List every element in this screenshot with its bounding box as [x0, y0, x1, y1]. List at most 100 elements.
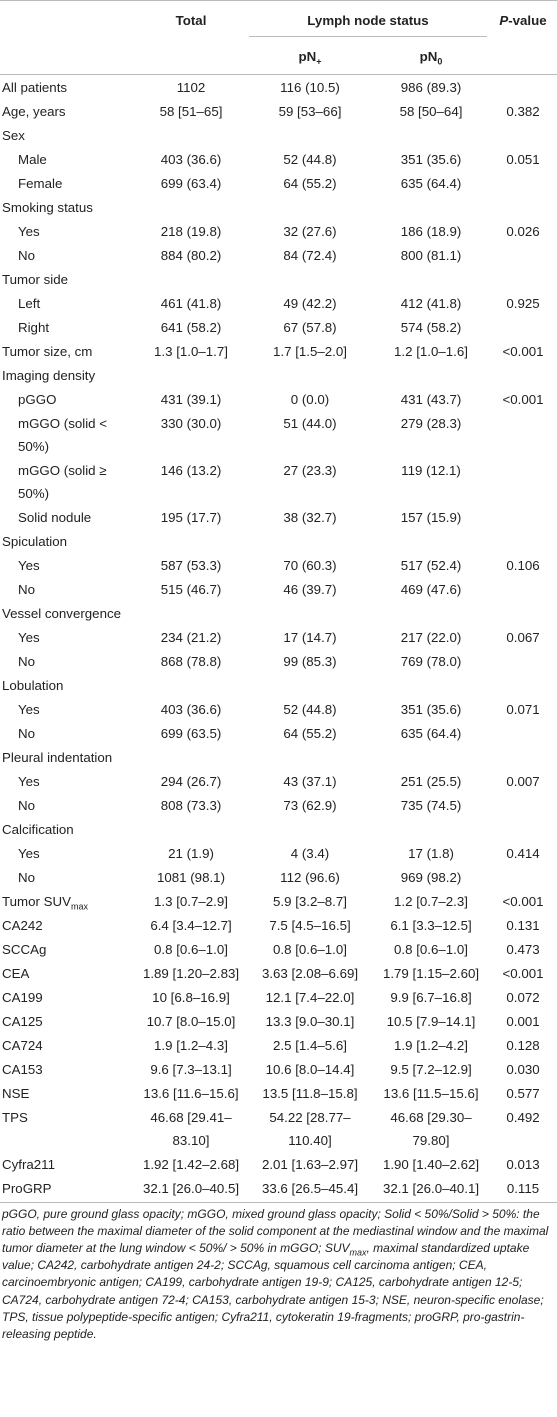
p-value: 0.414 — [506, 845, 540, 861]
p-value — [489, 745, 557, 769]
subscript: max — [349, 1247, 367, 1258]
row-label: Yes — [18, 629, 40, 645]
cell: 1.9 [1.2–4.2] — [394, 1037, 468, 1053]
cell: 1.2 [0.7–2.3] — [394, 893, 468, 909]
cell: 33.6 [26.5–45.4] — [261, 1180, 359, 1196]
table-row: Calcification — [0, 817, 557, 841]
cell: 735 (74.5) — [400, 797, 462, 813]
header-cell: Lymph node status — [247, 1, 489, 42]
table-row: No 808 (73.3) 73 (62.9) 735 (74.5) — [0, 793, 557, 817]
p-value: <0.001 — [502, 965, 544, 981]
table-row: CA153 9.6 [7.3–13.1] 10.6 [8.0–14.4] 9.5 [7… — [0, 1057, 557, 1081]
cell: 58 [51–65] — [159, 103, 223, 119]
cell — [135, 267, 247, 291]
row-label: Right — [18, 319, 50, 335]
table-row: Solid nodule 195 (17.7) 38 (32.7) 157 (15.9… — [0, 505, 557, 529]
cell: 1.2 [1.0–1.6] — [394, 343, 468, 359]
p-value: 0.067 — [506, 629, 540, 645]
cell: 73 (62.9) — [283, 797, 337, 813]
cell: 769 (78.0) — [400, 653, 462, 669]
p-value — [489, 793, 557, 817]
row-label: No — [18, 653, 35, 669]
cell: 587 (53.3) — [160, 557, 222, 573]
p-value: <0.001 — [502, 343, 544, 359]
cell: 49 (42.2) — [283, 295, 337, 311]
row-label: No — [18, 581, 35, 597]
cell: 1.92 [1.42–2.68] — [142, 1156, 240, 1172]
table-row: ProGRP 32.1 [26.0–40.5] 33.6 [26.5–45.4] 32… — [0, 1176, 557, 1202]
cell — [135, 529, 247, 553]
row-label: Solid nodule — [18, 509, 92, 525]
cell: 699 (63.5) — [160, 725, 222, 741]
p-value: 0.577 — [506, 1085, 540, 1101]
p-value: 0.013 — [506, 1156, 540, 1172]
row-label: Tumor side — [2, 271, 69, 287]
p-value: 0.473 — [506, 941, 540, 957]
cell — [135, 123, 247, 147]
cell: 13.5 [11.8–15.8] — [262, 1085, 358, 1101]
row-label: Female — [18, 175, 63, 191]
cell: 6.1 [3.3–12.5] — [390, 917, 472, 933]
cell — [373, 123, 489, 147]
row-label: No — [18, 797, 35, 813]
cell — [135, 673, 247, 697]
cell: 0 (0.0) — [290, 391, 330, 407]
cell: 251 (25.5) — [400, 773, 462, 789]
row-label: TPS — [2, 1109, 28, 1125]
table-row: CA242 6.4 [3.4–12.7] 7.5 [4.5–16.5] 6.1 [3.… — [0, 913, 557, 937]
table-row: Yes 234 (21.2) 17 (14.7) 217 (22.0) 0.067 — [0, 625, 557, 649]
cell: 2.5 [1.4–5.6] — [273, 1037, 347, 1053]
cell: 1.79 [1.15–2.60] — [382, 965, 480, 981]
cell: 46 (39.7) — [283, 581, 337, 597]
cell: 986 (89.3) — [400, 79, 462, 95]
row-label: Tumor SUVmax — [0, 889, 135, 913]
row-label: pGGO — [18, 391, 57, 407]
row-label: No — [18, 869, 35, 885]
table-row: Left 461 (41.8) 49 (42.2) 412 (41.8) 0.925 — [0, 291, 557, 315]
p-value: 0.382 — [506, 103, 540, 119]
cell — [247, 267, 373, 291]
cell: 1.90 [1.40–2.62] — [382, 1156, 480, 1172]
cell: 0.8 [0.6–1.0] — [154, 941, 228, 957]
cell — [247, 123, 373, 147]
p-value — [489, 649, 557, 673]
cell: 51 (44.0) — [283, 415, 337, 431]
cell: 0.8 [0.6–1.0] — [273, 941, 347, 957]
cell: 403 (36.6) — [160, 701, 222, 717]
cell: 1102 — [176, 79, 206, 95]
cell: 699 (63.4) — [160, 175, 222, 191]
row-label: Spiculation — [2, 533, 68, 549]
row-label: ProGRP — [2, 1180, 52, 1196]
p-value: 0.492 — [506, 1109, 540, 1125]
row-label: CA153 — [2, 1061, 43, 1077]
cell: 868 (78.8) — [160, 653, 222, 669]
p-value: 0.925 — [506, 295, 540, 311]
p-value — [489, 817, 557, 841]
cell: 2.01 [1.63–2.97] — [261, 1156, 359, 1172]
p-value: 0.071 — [506, 701, 540, 717]
row-label: Imaging density — [2, 367, 96, 383]
header-cell — [135, 41, 247, 75]
p-value — [489, 529, 557, 553]
text: pN — [419, 49, 438, 64]
row-label: Yes — [18, 845, 40, 861]
cell: 5.9 [3.2–8.7] — [273, 893, 347, 909]
table-row: Cyfra211 1.92 [1.42–2.68] 2.01 [1.63–2.97]… — [0, 1152, 557, 1176]
row-label: SCCAg — [2, 941, 47, 957]
cell: 58 [50–64] — [399, 103, 463, 119]
table-row: mGGO (solid < 50%) 330 (30.0) 51 (44.0) 279… — [0, 411, 557, 458]
cell: 119 (12.1) — [401, 462, 461, 478]
p-value: 0.007 — [506, 773, 540, 789]
cell — [135, 817, 247, 841]
cell: 1.3 [0.7–2.9] — [154, 893, 228, 909]
table-body: All patients 1102 116 (10.5) 986 (89.3) Age,… — [0, 75, 557, 1202]
cell: 13.6 [11.5–15.6] — [383, 1085, 479, 1101]
row-label: Calcification — [2, 821, 74, 837]
text: pN — [298, 49, 317, 64]
row-label: Yes — [18, 557, 40, 573]
cell: 46.68 [29.41–83.10] — [150, 1109, 232, 1148]
text: Tumor SUV — [2, 893, 71, 909]
cell — [135, 601, 247, 625]
cell: 17 (1.8) — [408, 845, 454, 861]
